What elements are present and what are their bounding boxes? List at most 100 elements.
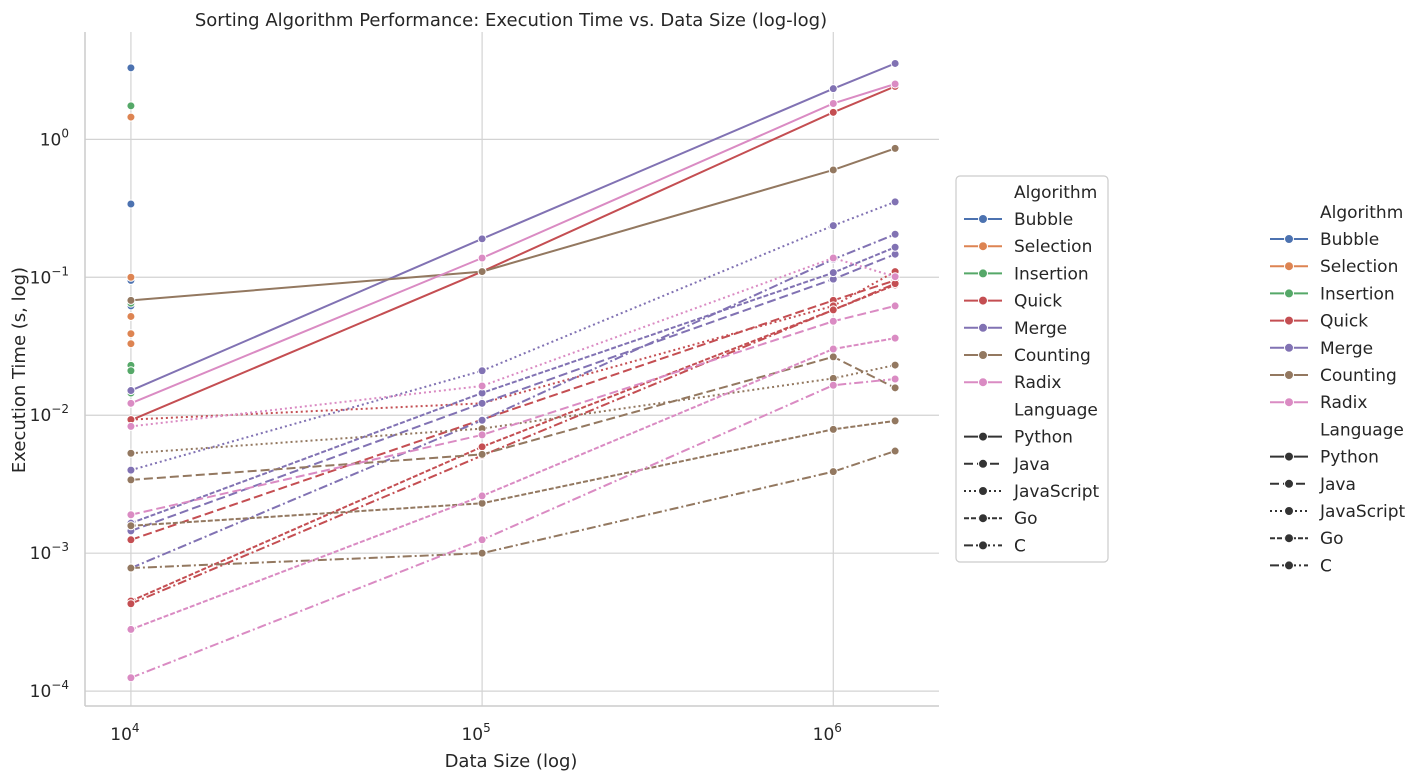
data-point [126, 386, 136, 396]
data-point [477, 381, 487, 391]
data-point [126, 624, 136, 634]
legend-title-language: Language [1320, 420, 1404, 440]
data-point [126, 63, 136, 73]
series-selection-go [126, 329, 136, 339]
series-merge-c [126, 229, 900, 573]
series-insertion-python [126, 101, 136, 111]
data-point [890, 416, 900, 426]
legend-swatch-marker [978, 486, 988, 496]
legend-entry-counting: Counting [1320, 366, 1397, 386]
data-point [890, 143, 900, 153]
legend-entry-java: Java [1319, 475, 1356, 495]
chart-title: Sorting Algorithm Performance: Execution… [195, 10, 827, 31]
data-point [126, 272, 136, 282]
data-point [828, 107, 838, 117]
data-point [828, 305, 838, 315]
legend-swatch-marker [978, 431, 988, 442]
legend-swatch-marker [1284, 342, 1294, 353]
data-point [477, 498, 487, 508]
legend-entry-radix: Radix [1014, 373, 1061, 393]
legend-entry-radix: Radix [1320, 393, 1367, 413]
data-point [890, 333, 900, 343]
data-point [828, 268, 838, 278]
data-point [828, 165, 838, 175]
data-point [477, 234, 487, 244]
legend-entry-bubble: Bubble [1320, 230, 1379, 250]
series-counting-javascript [126, 360, 900, 458]
series-line [130, 355, 896, 481]
legend-entry-c: C [1320, 556, 1332, 576]
data-point [890, 360, 900, 370]
series-counting-c [126, 446, 900, 573]
data-point [828, 352, 838, 362]
data-point [828, 380, 838, 390]
legend-frame [955, 175, 1109, 563]
data-point [126, 329, 136, 339]
series-line [130, 279, 896, 541]
legend-swatch-marker [1284, 261, 1294, 272]
legend-entry-c: C [1014, 536, 1026, 556]
data-point [477, 398, 487, 408]
data-point [890, 242, 900, 252]
legend-entry-go: Go [1320, 529, 1344, 549]
series-merge-java [126, 249, 900, 536]
legend-swatch-marker [1284, 478, 1294, 489]
legend-entry-javascript: JavaScript [1319, 502, 1406, 522]
series-line [130, 304, 896, 516]
data-point [890, 79, 900, 89]
legend-swatch-marker [978, 540, 988, 551]
series-radix-python [126, 79, 900, 408]
data-point [477, 430, 487, 440]
data-point [477, 449, 487, 459]
series-counting-java [126, 352, 900, 485]
data-point [126, 101, 136, 111]
data-point [890, 272, 900, 282]
legend-swatch-marker [1284, 506, 1294, 516]
series-merge-python [126, 58, 900, 396]
series-quick-python [126, 81, 900, 425]
y-axis-title: Execution Time (s, log) [9, 267, 30, 473]
data-point [828, 253, 838, 263]
data-point [890, 301, 900, 311]
data-point [890, 197, 900, 207]
data-point [126, 199, 136, 209]
legend-swatch-marker [978, 377, 988, 388]
legend-swatch-marker [1284, 533, 1294, 544]
legend-entry-insertion: Insertion [1014, 264, 1089, 284]
legend-swatch-marker [1284, 397, 1294, 408]
series-line [130, 233, 896, 569]
legend: Algorithm Bubble Selection Insertion Quick Me… [1270, 203, 1406, 576]
legend-swatch-marker [1284, 234, 1294, 244]
legend-entry-selection: Selection [1014, 237, 1092, 257]
series-layer [126, 58, 900, 683]
data-point [126, 366, 136, 376]
legend-title-algorithm: Algorithm [1014, 183, 1097, 203]
series-radix-go [126, 333, 900, 634]
legend-entry-quick: Quick [1320, 312, 1368, 332]
data-point [890, 383, 900, 393]
x-axis-title: Data Size (log) [445, 751, 578, 772]
legend-swatch-marker [978, 214, 988, 224]
data-point [126, 563, 136, 573]
legend-entry-counting: Counting [1014, 346, 1091, 366]
data-point [828, 84, 838, 94]
x-tick-label: 106 [813, 721, 842, 745]
series-line [130, 83, 896, 405]
legend-swatch-marker [978, 458, 988, 469]
legend: Algorithm Bubble Selection Insertion Quick Me… [955, 175, 1109, 563]
legend-title-algorithm: Algorithm [1320, 203, 1403, 223]
legend-entry-merge: Merge [1320, 339, 1373, 359]
series-line [130, 200, 896, 472]
series-radix-java [126, 301, 900, 520]
legend-entry-merge: Merge [1014, 319, 1067, 339]
data-point [126, 339, 136, 349]
data-point [126, 465, 136, 475]
series-line [130, 378, 896, 679]
series-line [130, 256, 896, 428]
legend-swatch-marker [1284, 560, 1294, 571]
axes: 104 105 106 10−4 10−3 10−2 10−1 100 [30, 32, 939, 745]
series-counting-python [126, 143, 900, 305]
legend-entry-python: Python [1320, 448, 1379, 468]
y-tick-label: 10−2 [30, 402, 69, 426]
